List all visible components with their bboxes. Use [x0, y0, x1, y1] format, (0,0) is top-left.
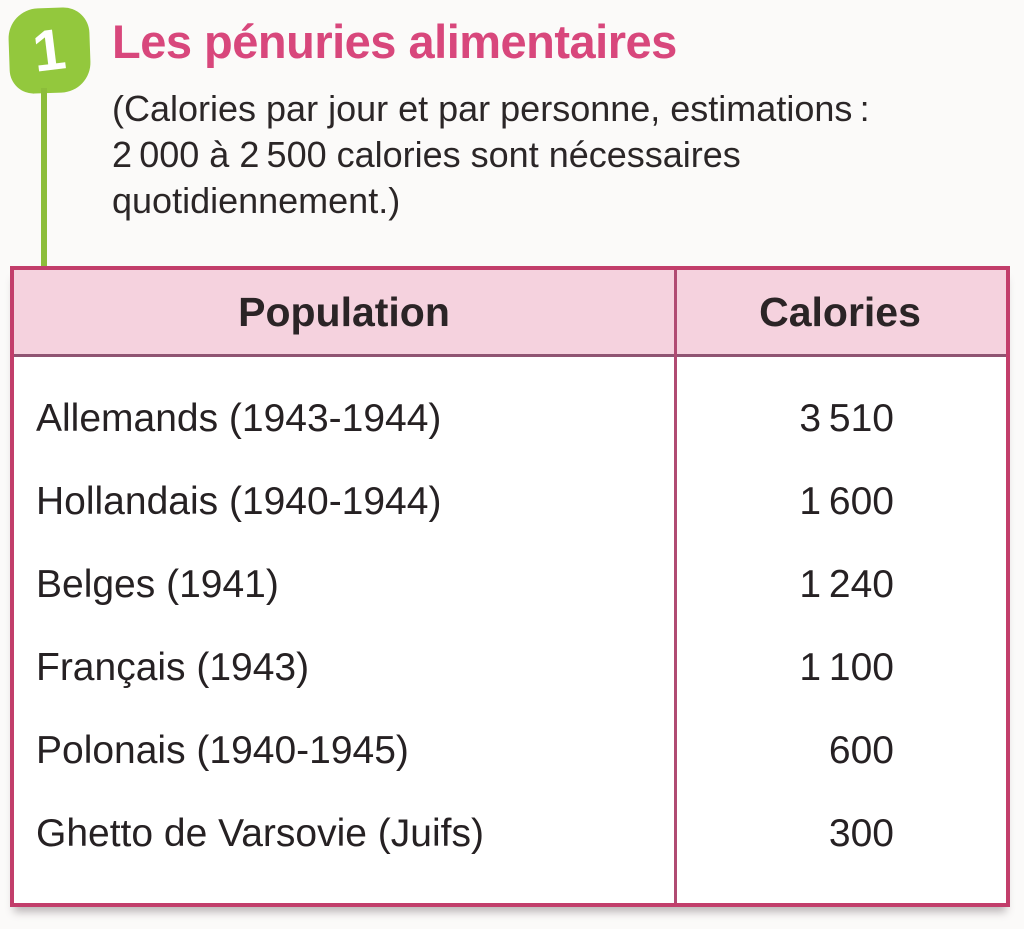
population-cell: Allemands (1943-1944): [36, 396, 442, 440]
population-cell: Hollandais (1940-1944): [36, 479, 442, 523]
table-row: Ghetto de Varsovie (Juifs) 300: [14, 792, 1006, 875]
column-divider: [674, 270, 677, 903]
figure-number-badge: 1: [7, 6, 92, 95]
calories-cell: 3 510: [799, 396, 894, 440]
calories-cell: 1 240: [799, 562, 894, 606]
calories-cell: 600: [828, 728, 894, 772]
table-row: Hollandais (1940-1944) 1 600: [14, 460, 1006, 543]
table-header-row: Population Calories: [14, 270, 1006, 357]
calories-cell: 1 100: [799, 645, 894, 689]
calories-cell: 300: [828, 811, 894, 855]
calories-cell: 1 600: [799, 479, 894, 523]
table-row: Belges (1941) 1 240: [14, 543, 1006, 626]
figure-title: Les pénuries alimentaires: [112, 15, 677, 68]
data-table: Population Calories Allemands (1943-1944…: [10, 266, 1010, 907]
population-cell: Français (1943): [36, 645, 310, 689]
table-row: Polonais (1940-1945) 600: [14, 709, 1006, 792]
population-cell: Belges (1941): [36, 562, 279, 606]
population-cell: Ghetto de Varsovie (Juifs): [36, 811, 484, 855]
connector-line: [41, 88, 47, 268]
table-row: Français (1943) 1 100: [14, 626, 1006, 709]
figure-number: 1: [29, 15, 70, 85]
table-body: Allemands (1943-1944) 3 510 Hollandais (…: [14, 357, 1006, 875]
header-cell-population: Population: [238, 288, 450, 335]
population-cell: Polonais (1940-1945): [36, 728, 409, 772]
table-row: Allemands (1943-1944) 3 510: [14, 377, 1006, 460]
header-cell-calories: Calories: [759, 288, 921, 335]
figure-note: (Calories par jour et par personne, esti…: [112, 88, 870, 221]
